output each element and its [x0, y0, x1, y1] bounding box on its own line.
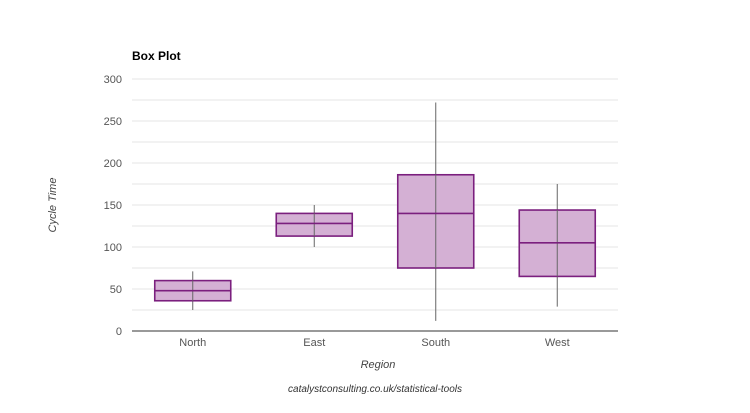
y-axis-title: Cycle Time [47, 178, 59, 233]
x-axis-title: Region [361, 359, 396, 371]
y-tick-label: 300 [104, 74, 122, 86]
y-tick-label: 150 [104, 200, 122, 212]
y-tick-label: 250 [104, 116, 122, 128]
source-footer: catalystconsulting.co.uk/statistical-too… [288, 384, 462, 395]
box-north [153, 271, 232, 310]
box-west [518, 184, 597, 307]
y-tick-label: 100 [104, 242, 122, 254]
x-tick-label: North [179, 337, 206, 349]
y-tick-label: 50 [110, 284, 122, 296]
y-tick-label: 0 [116, 326, 122, 338]
x-tick-label: East [303, 337, 325, 349]
x-tick-label: South [421, 337, 450, 349]
box-east [275, 205, 354, 247]
x-tick-label: West [545, 337, 570, 349]
boxes [153, 102, 597, 321]
y-tick-label: 200 [104, 158, 122, 170]
box-south [396, 102, 475, 321]
x-axis-ticks: North East South West [179, 337, 569, 349]
y-axis-ticks: 0 50 100 150 200 250 300 [104, 74, 122, 338]
chart-title: Box Plot [132, 49, 181, 63]
